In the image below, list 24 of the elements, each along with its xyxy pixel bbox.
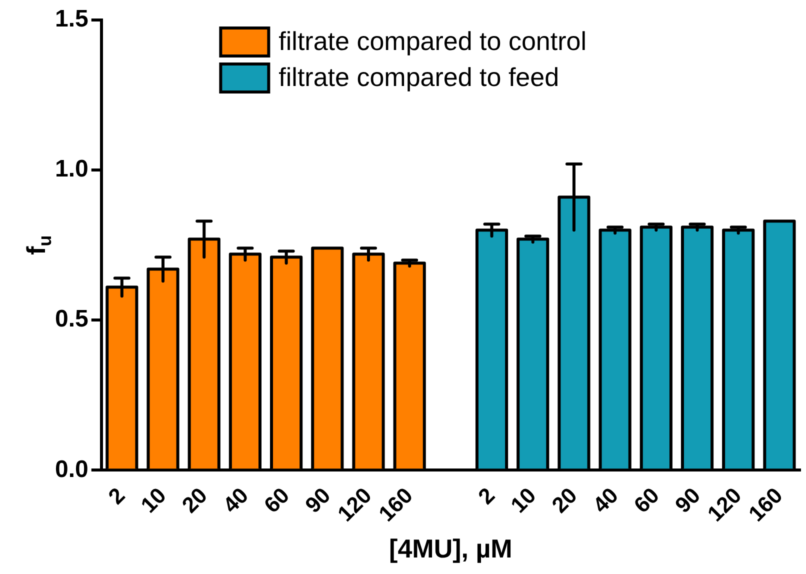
- x-tick-label: 20: [176, 482, 212, 518]
- x-tick-label: 120: [702, 482, 746, 526]
- x-tick-label: 120: [332, 482, 376, 526]
- x-tick-label: 2: [473, 482, 500, 509]
- x-axis-title: [4MU], µM: [389, 534, 512, 564]
- x-tick-label: 160: [744, 482, 788, 526]
- x-tick-label: 20: [546, 482, 582, 518]
- x-tick-label: 60: [259, 482, 294, 518]
- x-tick-label: 10: [506, 482, 541, 518]
- x-tick-label: 10: [136, 482, 171, 518]
- y-tick-label: 0.0: [54, 456, 88, 483]
- x-tick-label: 160: [374, 482, 418, 526]
- y-tick-label: 1.5: [54, 6, 88, 33]
- legend-label: filtrate compared to control: [278, 26, 586, 56]
- legend-label: filtrate compared to feed: [278, 62, 560, 92]
- x-tick-label: 60: [628, 482, 664, 518]
- x-tick-label: 2: [103, 482, 130, 509]
- y-tick-label: 1.0: [54, 156, 88, 183]
- x-tick-label: 40: [588, 482, 623, 518]
- y-tick-label: 0.5: [54, 306, 88, 333]
- x-tick-label: 90: [670, 482, 706, 518]
- y-axis-title: fu: [21, 235, 55, 255]
- x-tick-label: 40: [218, 482, 254, 518]
- x-tick-label: 90: [300, 482, 336, 518]
